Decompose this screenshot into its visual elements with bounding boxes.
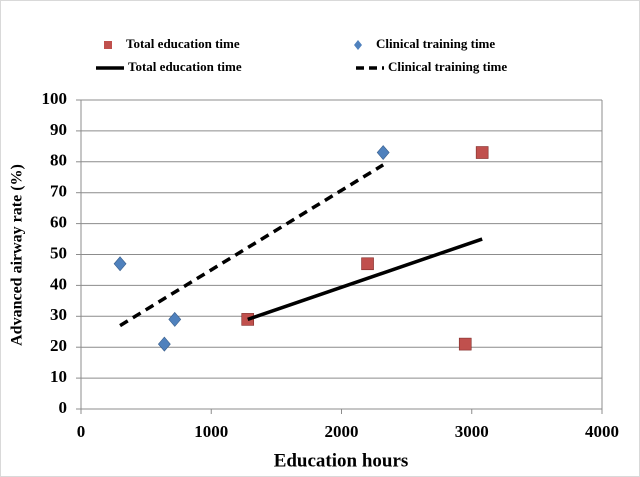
trend-line bbox=[119, 163, 385, 328]
legend-marker bbox=[104, 41, 112, 49]
y-tick-label: 50 bbox=[50, 243, 67, 262]
legend-label: Total education time bbox=[128, 59, 242, 74]
y-tick-label: 70 bbox=[50, 182, 67, 201]
point bbox=[458, 337, 472, 351]
y-tick-label: 30 bbox=[50, 305, 67, 324]
x-axis-title: Education hours bbox=[274, 450, 409, 471]
x-tick-label: 3000 bbox=[455, 422, 489, 441]
x-tick-label: 2000 bbox=[325, 422, 359, 441]
point bbox=[475, 146, 489, 159]
legend-marker bbox=[354, 40, 362, 50]
y-tick-label: 10 bbox=[50, 367, 67, 386]
legend-label: Clinical training time bbox=[388, 59, 507, 74]
y-tick-label: 20 bbox=[50, 336, 67, 355]
point bbox=[168, 311, 182, 327]
y-tick-label: 100 bbox=[42, 89, 68, 108]
y-tick-label: 90 bbox=[50, 120, 67, 139]
x-tick-label: 0 bbox=[77, 422, 86, 441]
y-tick-label: 60 bbox=[50, 213, 67, 232]
trend-line bbox=[247, 237, 483, 322]
y-tick-label: 40 bbox=[50, 274, 67, 293]
legend-label: Total education time bbox=[126, 36, 240, 51]
x-tick-label: 1000 bbox=[194, 422, 228, 441]
legend-label: Clinical training time bbox=[376, 36, 495, 51]
y-axis-title: Advanced airway rate (%) bbox=[9, 164, 26, 346]
point bbox=[361, 257, 374, 271]
y-tick-label: 80 bbox=[50, 151, 67, 170]
x-tick-label: 4000 bbox=[585, 422, 619, 441]
point bbox=[376, 145, 390, 160]
point bbox=[157, 336, 171, 352]
point bbox=[113, 256, 127, 272]
y-tick-label: 0 bbox=[59, 398, 68, 417]
